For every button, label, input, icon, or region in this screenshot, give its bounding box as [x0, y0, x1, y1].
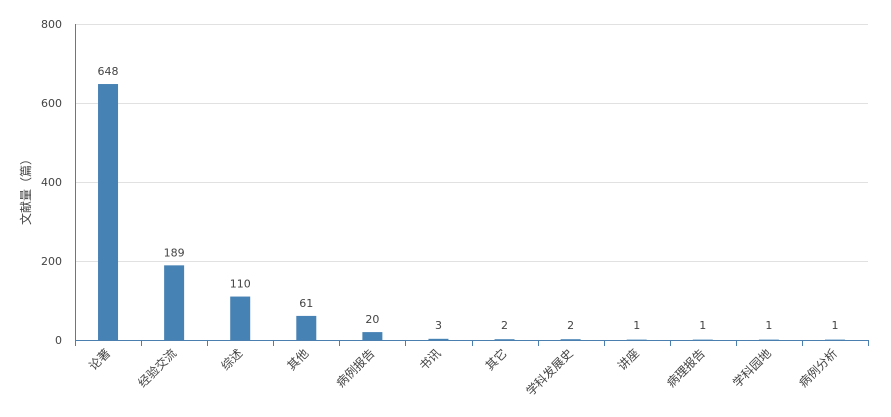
data-label: 2	[567, 319, 574, 332]
x-tick-labels: 论著 经验交流 综述 其他 病例报告 书讯 其它 学科发展史 讲座 病理报告 学科园地 病例分析	[75, 340, 869, 399]
x-tick-label: 其它	[482, 346, 510, 374]
x-tick-label: 论著	[86, 346, 113, 373]
y-tick-labels: 0 200 400 600 800	[41, 18, 62, 347]
bar[interactable]	[164, 265, 185, 340]
data-label: 61	[299, 297, 313, 310]
data-label: 2	[501, 319, 508, 332]
x-tick-label: 经验交流	[135, 346, 180, 391]
data-label: 110	[230, 278, 251, 291]
data-label: 3	[435, 319, 442, 332]
y-tick-label: 200	[41, 255, 62, 268]
x-tick-label: 书讯	[417, 346, 444, 373]
bars	[98, 84, 845, 340]
data-label: 1	[699, 319, 706, 332]
grid-lines	[75, 24, 868, 262]
y-tick-label: 600	[41, 97, 62, 110]
data-label: 20	[365, 313, 379, 326]
y-tick-label: 400	[41, 176, 62, 189]
x-tick-label: 学科园地	[729, 346, 774, 391]
data-label: 1	[831, 319, 838, 332]
bar[interactable]	[98, 84, 119, 340]
x-tick-label: 其他	[285, 346, 312, 373]
x-tick-label: 病例报告	[333, 346, 378, 391]
bar[interactable]	[560, 339, 581, 340]
data-labels: 648 189 110 61 20 3 2 2 1 1 1 1	[98, 65, 839, 332]
x-tick-label: 讲座	[614, 346, 642, 374]
x-tick-label: 综述	[218, 346, 245, 373]
bar[interactable]	[230, 296, 251, 340]
x-tick-label: 病例分析	[796, 346, 841, 391]
bar[interactable]	[296, 315, 317, 340]
y-axis-title: 文献量（篇）	[18, 153, 33, 225]
data-label: 648	[98, 65, 119, 78]
bar[interactable]	[362, 332, 383, 340]
y-tick-label: 0	[55, 334, 62, 347]
data-label: 1	[765, 319, 772, 332]
data-label: 189	[164, 246, 185, 259]
x-tick-label: 病理报告	[663, 346, 708, 391]
bar[interactable]	[494, 339, 515, 340]
bar[interactable]	[428, 338, 449, 340]
data-label: 1	[633, 319, 640, 332]
y-tick-label: 800	[41, 18, 62, 31]
x-tick-label: 学科发展史	[523, 346, 576, 399]
